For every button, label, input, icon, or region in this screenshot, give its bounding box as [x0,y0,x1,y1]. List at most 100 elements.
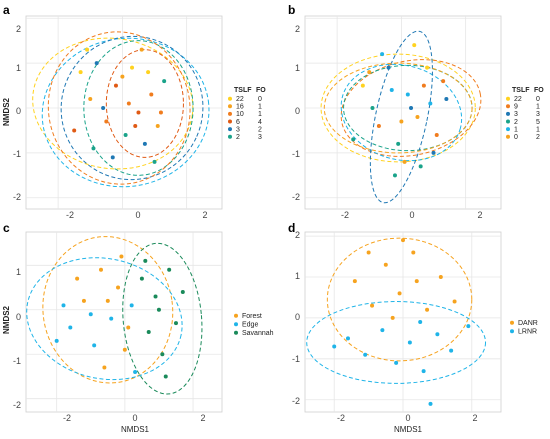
ellipses-c [26,236,203,395]
y-tick-label: 1 [16,63,21,73]
y-tick-label: 2 [295,230,300,240]
y-tick-label: -2 [292,396,300,406]
y-axis-label: NMDS2 [2,97,11,126]
data-point [428,401,433,406]
legend-swatch [234,313,238,318]
data-point [163,374,168,379]
panel-label-d: d [288,221,295,235]
y-tick-label: -1 [13,356,21,366]
data-point [401,238,405,243]
legend-rows: 22 09 13 32 51 10 2 [506,96,540,141]
data-point [68,325,73,330]
x-tick-label: 2 [200,413,205,423]
data-point [133,123,138,128]
grid-d [305,232,501,412]
group-ellipse [306,301,487,384]
points-d [332,238,471,406]
legend-header: TSLF [234,87,252,94]
y-tick-label: -1 [13,149,21,159]
data-point [81,298,86,303]
data-point [72,128,77,133]
x-tick-label: -2 [66,210,74,220]
data-point [425,307,430,312]
data-point [130,65,135,70]
group-ellipse [41,37,210,188]
data-point [399,119,404,124]
group-ellipse [340,59,482,157]
legend-header: FO [534,87,544,94]
legend-fo: 2 [258,126,262,133]
group-ellipse [42,236,174,384]
data-point [438,275,443,279]
data-point [376,123,381,128]
legend-fo: 1 [258,104,262,111]
legend-fo: 2 [536,134,540,141]
data-point [414,279,419,284]
group-ellipse [47,31,191,185]
legend-tslf: 3 [514,111,518,118]
x-tick-label: 0 [135,210,140,220]
data-point [91,146,96,151]
data-point [389,88,394,93]
x-axis-label: NMDS1 [394,425,423,434]
data-point [110,155,115,160]
legend-tslf: 9 [514,104,518,111]
data-point [409,106,414,111]
legend-rows: 22 016 110 16 43 22 3 [228,96,262,141]
data-point [133,370,138,374]
data-point [444,97,449,102]
x-tick-label: -2 [341,210,349,220]
data-point [428,101,433,106]
legend-swatch [506,119,510,124]
grid-a [26,16,222,209]
data-point [383,262,388,267]
legend-swatch [234,322,238,327]
data-point [351,137,356,142]
panel-a: a 2 1 0 -1 -2 -2 0 2 NMDS2 TSLF FO 22 016… [2,3,266,220]
x-tick-label: 0 [132,413,137,423]
legend-fo: 1 [536,126,540,133]
y-tick-label: 0 [16,312,21,322]
data-point [126,325,131,330]
y-tick-label: 2 [16,24,21,34]
points-b [351,43,449,178]
y-tick-label: 0 [295,312,300,322]
data-point [352,279,357,284]
data-point [411,250,416,255]
legend-tslf: 2 [514,119,518,126]
data-point [139,47,144,52]
panel-d: d 2 1 0 -1 -2 -2 0 2 NMDS1 DANR LRNR [288,221,538,434]
x-tick-label: 0 [409,210,414,220]
y-tick-label: -1 [292,149,300,159]
plot-area-a [25,15,223,210]
y-tick-label: 0 [295,106,300,116]
data-point [418,320,423,324]
legend-fo: 4 [258,119,262,126]
group-ellipse [326,237,473,362]
legend-tslf: 10 [236,111,244,118]
data-point [136,110,141,115]
x-tick-label: -2 [63,413,71,423]
data-point [129,303,134,308]
legend-fo: 1 [258,111,262,118]
data-point [92,343,97,348]
grid-b [305,16,501,209]
data-point [412,43,417,48]
data-point [126,101,131,106]
group-ellipse [32,37,194,170]
data-point [149,92,154,97]
legend-label: Savannah [242,330,274,337]
group-ellipse [320,53,476,163]
data-point [402,159,407,164]
legend-fo: 3 [258,134,262,141]
legend-label: Forest [242,313,262,320]
legend-swatch [506,127,510,132]
data-point [61,303,66,308]
data-point [370,303,375,308]
data-point [88,312,93,317]
data-point [139,276,144,281]
data-point [367,70,372,75]
data-point [421,83,426,88]
data-point [360,83,365,88]
